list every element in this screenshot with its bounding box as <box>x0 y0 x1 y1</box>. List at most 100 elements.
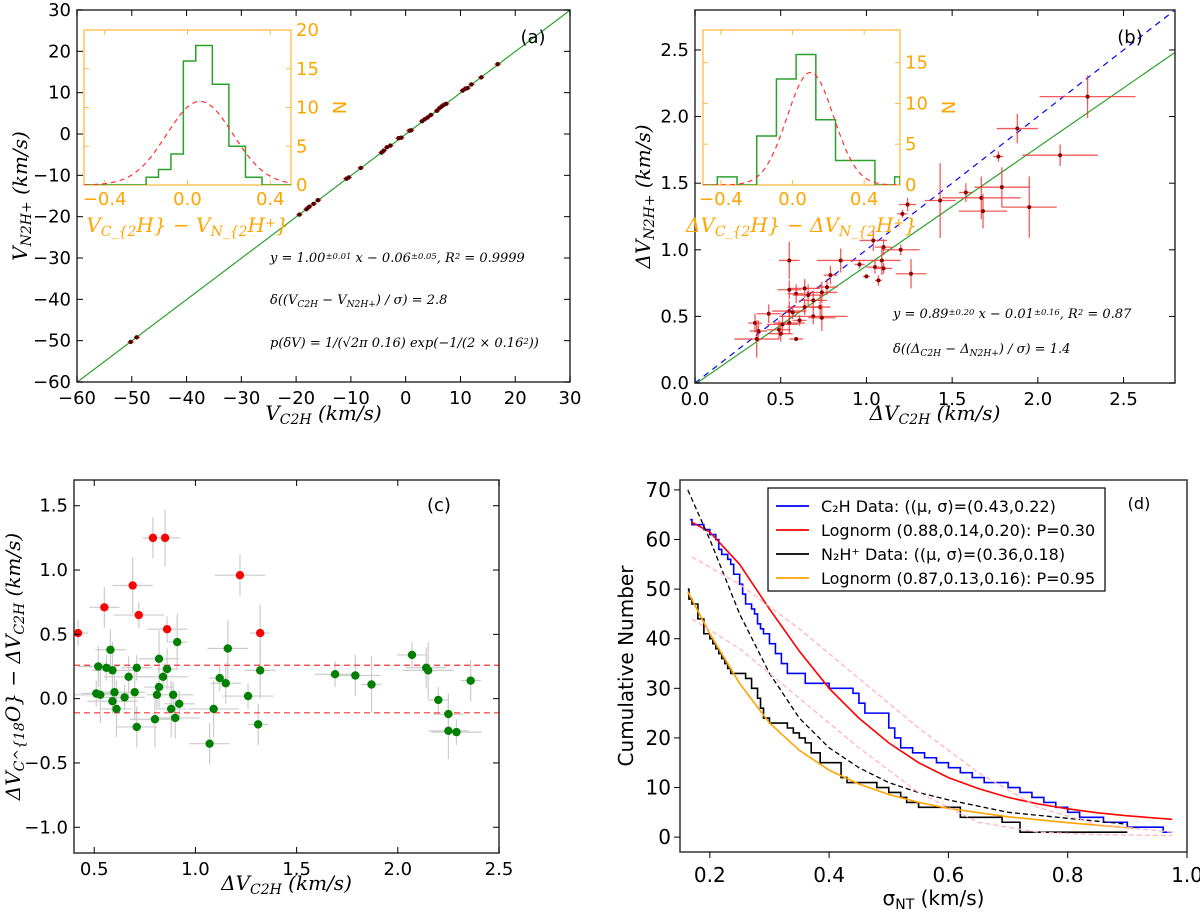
inlier-point <box>96 690 105 699</box>
label-fragment: y = 0.89 <box>892 307 948 322</box>
inlier-point <box>166 704 176 714</box>
data-point <box>753 321 757 326</box>
label-fragment: N2H+ <box>346 300 376 310</box>
label-fragment: C_{2 <box>101 224 137 240</box>
data-point <box>819 290 824 295</box>
inlier-point <box>444 709 453 719</box>
inlier-point <box>223 644 233 653</box>
label-fragment: 2 <box>454 251 460 261</box>
inlier-point <box>215 673 224 683</box>
x-tick-label: 2.5 <box>1109 389 1138 410</box>
label-fragment: − Δ <box>941 342 970 357</box>
data-point <box>434 108 440 114</box>
y-axis-label: VN2H+ (km/s) <box>8 131 35 261</box>
inset-y-tick-label: 5 <box>296 136 307 157</box>
label-fragment: − V <box>318 293 348 308</box>
inset-histogram <box>84 44 291 185</box>
inset-y-tick-label: 10 <box>905 93 928 114</box>
inlier-point <box>221 679 230 688</box>
label-fragment: + <box>893 216 904 231</box>
x-tick-label: 0.5 <box>80 859 109 880</box>
x-tick-label: −50 <box>113 388 151 409</box>
inlier-point <box>253 720 263 729</box>
y-tick-label: −40 <box>33 289 71 310</box>
outlier-point <box>255 628 265 638</box>
label-fragment: O} − ΔV <box>1 632 25 722</box>
label-fragment: N2H+ <box>642 195 658 241</box>
inlier-point <box>367 680 376 689</box>
data-point <box>479 75 484 80</box>
fit-equation: y = 0.89±0.20 x − 0.01±0.16, R2 = 0.87 <box>892 307 1132 322</box>
label-fragment: σ <box>883 886 896 910</box>
x-axis-label: ΔVC2H (km/s) <box>869 401 1001 428</box>
label-fragment: N2H+ <box>969 349 999 359</box>
data-point <box>358 165 363 171</box>
panel-label: (a) <box>520 27 545 48</box>
y-tick-label: −50 <box>33 331 71 352</box>
inset-y-axis-label: N <box>937 101 958 114</box>
data-point <box>938 198 943 203</box>
legend-label: Lognorm (0.88,0.14,0.20): P=0.30 <box>821 521 1095 540</box>
x-tick-label: −60 <box>58 388 96 409</box>
data-point <box>495 61 500 67</box>
outlier-point <box>235 570 245 580</box>
x-tick-label: 1.5 <box>282 859 311 880</box>
data-point <box>797 318 802 323</box>
inlier-point <box>434 695 443 705</box>
legend-label: Lognorm (0.87,0.13,0.16): P=0.95 <box>821 569 1095 588</box>
inset-x-tick-label: 0.0 <box>173 189 202 210</box>
inlier-point <box>444 726 453 736</box>
fit-line <box>695 51 1175 383</box>
outlier-point <box>160 533 170 543</box>
inset-y-tick-label: 0 <box>905 175 916 196</box>
series-n2h-data <box>687 588 1128 833</box>
y-tick-label: 30 <box>48 0 71 21</box>
data-point <box>996 154 1001 159</box>
inlier-point <box>154 654 164 663</box>
label-fragment: y = 1.00 <box>269 251 325 266</box>
inlier-point <box>108 666 117 675</box>
panel-c: 0.5 1.0 1.5 2.0 2.5 −1.0 −0.5 0.0 0.5 1.0 1.5 (c) ΔV… <box>1 479 513 898</box>
outlier-point <box>74 628 83 638</box>
inset-y-tick-label: 5 <box>905 134 916 155</box>
data-point <box>444 101 449 107</box>
inset-gaussian-fit <box>84 100 291 185</box>
delta-annotation: δ((ΔC2H − ΔN2H+) / σ) = 1.4 <box>893 342 1070 359</box>
axes-frame <box>694 9 1176 384</box>
legend-label: C₂H Data: ((μ, σ)=(0.43,0.22) <box>821 497 1056 516</box>
y-tick-label: 60 <box>646 528 671 552</box>
data-point <box>881 266 886 271</box>
data-point <box>905 202 910 207</box>
data-point <box>756 329 761 334</box>
inlier-point <box>255 666 265 675</box>
outlier-point <box>148 533 158 543</box>
data-point <box>871 238 876 243</box>
label-fragment: )) <box>528 336 539 351</box>
label-fragment: H <box>247 213 266 237</box>
label-fragment: x − 0.06 <box>351 251 411 266</box>
data-point <box>297 212 302 217</box>
inlier-point <box>351 671 360 680</box>
y-tick-label: −60 <box>33 372 71 393</box>
y-tick-label: 40 <box>646 627 671 651</box>
data-point <box>802 305 807 310</box>
inlier-point <box>110 688 119 697</box>
data-point <box>838 258 843 263</box>
y-tick-label: 10 <box>646 776 671 800</box>
inlier-point <box>152 690 162 699</box>
label-fragment: C2H <box>250 882 283 898</box>
inlier-point <box>330 670 340 679</box>
data-point <box>469 82 474 87</box>
inlier-point <box>106 645 115 654</box>
label-fragment: , R <box>1060 307 1078 322</box>
y-tick-label: 0.0 <box>39 689 68 710</box>
label-fragment: ΔV <box>220 871 252 895</box>
label-fragment: , R <box>437 251 455 266</box>
series-c2h-lower-bound <box>691 618 1173 837</box>
label-fragment: ±0.05 <box>411 251 437 261</box>
y-tick-label: 1.5 <box>39 496 68 517</box>
inlier-point <box>120 693 129 702</box>
data-point <box>819 315 824 320</box>
y-tick-label: 1.5 <box>660 173 689 194</box>
inlier-point <box>452 727 461 737</box>
